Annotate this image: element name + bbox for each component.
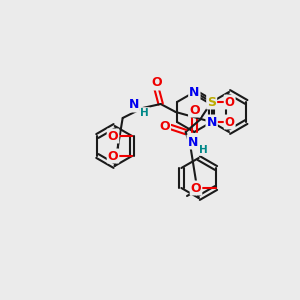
Text: N: N (188, 136, 198, 148)
Text: O: O (152, 76, 162, 89)
Text: S: S (207, 95, 216, 109)
Text: O: O (189, 103, 200, 116)
Text: O: O (191, 182, 201, 194)
Text: O: O (225, 116, 235, 128)
Text: H: H (199, 145, 208, 155)
Text: O: O (225, 95, 235, 109)
Text: N: N (128, 98, 139, 112)
Text: H: H (140, 108, 149, 118)
Text: N: N (189, 85, 200, 98)
Text: N: N (206, 116, 217, 128)
Text: O: O (108, 130, 118, 142)
Text: O: O (159, 121, 170, 134)
Text: O: O (108, 149, 118, 163)
